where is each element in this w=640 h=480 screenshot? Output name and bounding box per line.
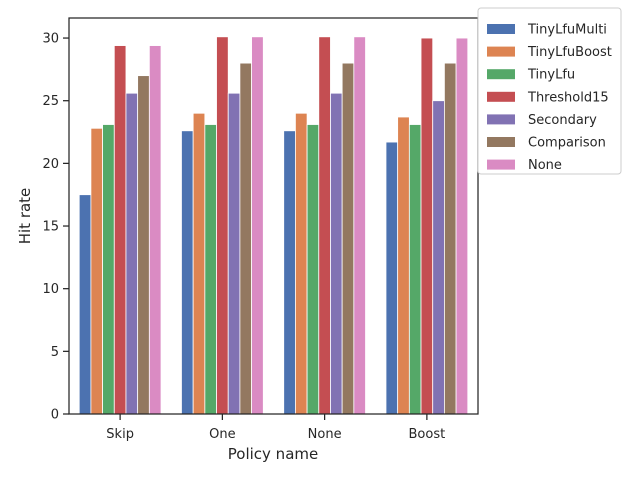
bar-tinylfu-skip [102,124,115,415]
bar-none-skip [148,45,162,415]
bar-secondary-none [330,92,343,415]
bar-comparison-one [239,62,252,415]
plot-frame [68,17,479,415]
bar-tinylfumulti-boost [385,141,399,415]
bar-tinylfu-none [306,124,320,415]
x-axis-label: Policy name [228,445,318,463]
y-tick-label-0: 0 [51,408,59,423]
bar-threshold15-none [318,36,331,415]
y-tick-label-20: 20 [42,157,59,172]
x-tick-label-skip: Skip [106,427,134,442]
legend-swatch-comparison [487,137,515,147]
legend-label-threshold15: Threshold15 [527,90,609,105]
legend-label-tinylfuboost: TinyLfuBoost [527,45,612,60]
bar-tinylfumulti-one [181,130,194,415]
bar-tinylfuboost-skip [90,127,104,415]
legend: TinyLfuMulti TinyLfuBoost TinyLfu Threshold… [477,7,622,175]
bar-secondary-one [227,92,241,415]
bar-comparison-none [341,62,355,415]
bar-none-one [251,36,264,415]
y-tick-label-5: 5 [51,345,59,360]
legend-swatch-threshold15 [487,91,515,102]
bar-threshold15-skip [113,45,127,415]
bar-comparison-boost [443,62,457,415]
bar-threshold15-boost [420,37,434,415]
bars-layer [78,36,469,415]
bar-none-boost [455,37,469,415]
legend-swatch-tinylfu [487,69,515,80]
bar-tinylfumulti-none [283,130,296,415]
x-tick-label-none: None [308,427,342,442]
bar-tinylfu-one [204,124,217,415]
bar-secondary-boost [432,100,445,415]
x-tick-label-boost: Boost [409,427,446,442]
y-tick-label-25: 25 [42,94,59,109]
y-tick-label-10: 10 [42,282,59,297]
bar-comparison-skip [137,75,150,415]
legend-swatch-tinylfumulti [487,24,515,34]
bar-threshold15-one [216,36,229,415]
legend-label-secondary: Secondary [528,113,597,128]
legend-swatch-tinylfuboost [487,46,515,57]
y-axis-label: Hit rate [16,188,34,245]
bar-none-none [353,36,366,415]
bar-secondary-skip [125,92,139,415]
y-tick-label-30: 30 [42,32,59,47]
legend-label-comparison: Comparison [528,136,606,151]
x-tick-label-one: One [209,427,235,442]
bar-tinylfuboost-none [295,112,308,415]
y-tick-label-15: 15 [42,220,59,235]
legend-label-none: None [528,158,562,173]
legend-swatch-none [487,159,515,170]
legend-label-tinylfu: TinyLfu [527,68,575,83]
legend-label-tinylfumulti: TinyLfuMulti [527,23,607,38]
legend-swatch-secondary [487,114,515,125]
axes-layer: 0 5 10 15 20 25 30 Skip One None Boost [42,17,479,442]
bar-tinylfumulti-skip [78,194,92,415]
bar-tinylfuboost-one [192,112,206,415]
bar-tinylfuboost-boost [397,116,410,415]
bar-tinylfu-boost [408,124,422,415]
